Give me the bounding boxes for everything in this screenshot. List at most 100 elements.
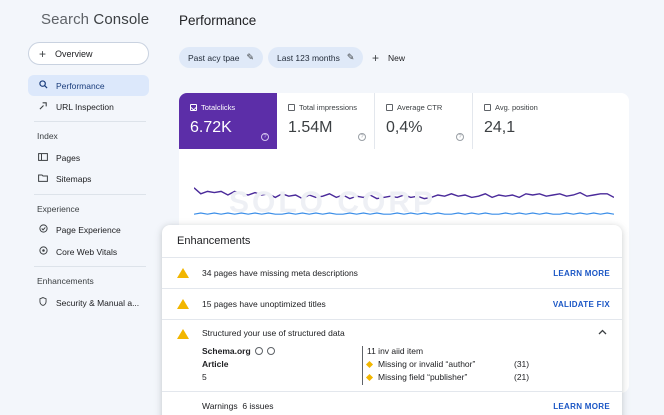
help-icon[interactable]: ? [456,133,464,141]
warnings-row[interactable]: LEARN MORE [162,391,622,415]
sidebar-item-security-manual[interactable]: Security & Manual a... [28,292,149,313]
chevron-up-icon[interactable] [598,327,607,337]
checkbox-icon[interactable] [288,104,295,111]
checkbox-icon[interactable] [386,104,393,111]
issue-item[interactable]: Missing or invalid “author” [365,359,476,369]
filter-chip-search-type[interactable]: Past acy tpae ✎ [179,47,264,68]
warning-diamond-icon [365,373,374,381]
metric-value: 6.72K [190,119,232,136]
issue-text: Missing or invalid “author” [378,359,476,369]
watermark: SOLO CORP [229,186,437,219]
overview-label: Overview [55,48,93,59]
page-experience-icon [37,224,49,235]
overview-button[interactable]: + Overview [28,42,149,65]
edit-pencil-icon: ✎ [246,52,255,62]
warnings-count: 6 issues [242,401,274,411]
issue-count: (31) [514,359,530,369]
help-icon[interactable]: ? [261,133,269,141]
enhancement-text: 34 pages have missing meta descriptions [202,268,358,278]
sidebar-item-label: Security & Manual a... [56,297,140,308]
comment-icon[interactable] [254,347,263,355]
sitemaps-icon [37,174,49,184]
filter-chip-date-range[interactable]: Last 123 months ✎ [268,47,364,68]
section-label-index: Index [37,131,58,141]
issue-count: (21) [514,372,530,382]
article-label: Article [202,359,229,369]
sidebar-item-label: Sitemaps [56,173,92,184]
metric-label: Average CTR [397,103,443,112]
sidebar-item-label: Core Web Vitals [56,246,118,257]
filter-chip-label: Last 123 months [277,52,340,63]
metric-tile-total-clicks[interactable]: Totalclicks 6.72K ? [179,93,277,149]
info-icon[interactable] [266,347,275,355]
brand-word-1: Search [41,11,90,28]
validate-fix-link[interactable]: VALIDATE FIX [552,300,610,309]
schema-org-label: Schema.org [202,346,275,356]
performance-line-chart [194,187,614,215]
enhancements-title: Enhancements [177,235,251,247]
section-label-experience: Experience [37,204,80,214]
search-icon [37,80,49,91]
pages-icon [37,152,49,163]
metric-label: Avg. position [495,103,538,112]
sidebar-item-performance[interactable]: Performance [28,75,149,96]
enhancement-row[interactable]: 15 pages have unoptimized titles VALIDAT… [162,288,622,319]
app-logo[interactable]: Search Console [41,11,149,28]
help-icon[interactable]: ? [358,133,366,141]
divider [34,266,146,267]
warnings-label: Warnings [202,401,238,411]
sidebar-item-page-experience[interactable]: Page Experience [28,219,149,240]
chart-series-line-0 [194,187,614,200]
issue-text: Missing field “publisher” [378,372,468,382]
new-filter-button[interactable]: + New [372,51,405,65]
divider [34,121,146,122]
metric-tile-avg-position[interactable]: Avg. position 24,1 [473,93,571,149]
sidebar-item-sitemaps[interactable]: Sitemaps [28,168,149,189]
invalid-items-count: 11 inv aiid item [367,346,424,356]
sidebar-item-label: Pages [56,152,81,163]
plus-icon: + [372,51,380,65]
sidebar-item-label: URL Inspection [56,101,114,112]
warning-icon [177,268,189,278]
sidebar-item-url-inspection[interactable]: URL Inspection [28,96,149,117]
url-inspection-icon [37,101,49,112]
checkbox-icon[interactable] [190,104,197,111]
enhancements-panel: Enhancements 34 pages have missing meta … [162,225,622,415]
enhancement-text: Structured your use of structured data [202,328,345,338]
metric-tile-total-impressions[interactable]: Total impressions 1.54M ? [277,93,375,149]
metric-value: 24,1 [484,119,516,136]
edit-pencil-icon: ✎ [346,52,355,62]
section-label-enhancements: Enhancements [37,276,94,286]
divider-vertical [362,346,363,385]
sidebar-item-core-web-vitals[interactable]: Core Web Vitals [28,241,149,262]
plus-icon: + [39,46,47,61]
new-filter-label: New [388,53,406,63]
warning-icon [177,299,189,309]
metric-label: Total impressions [299,103,357,112]
metric-value: 1.54M [288,119,333,136]
warning-diamond-icon [365,360,374,368]
article-count: 5 [202,372,207,382]
core-web-vitals-icon [37,246,49,257]
enhancement-row-expanded[interactable]: Structured your use of structured data [162,319,622,389]
sidebar-item-label: Performance [56,80,105,91]
metric-tile-average-ctr[interactable]: Average CTR 0,4% ? [375,93,473,149]
metric-label: Totalclicks [201,103,236,112]
filter-chip-label: Past acy tpae [188,52,240,63]
checkbox-icon[interactable] [484,104,491,111]
learn-more-link[interactable]: LEARN MORE [553,269,610,278]
metric-value: 0,4% [386,119,423,136]
shield-icon [37,297,49,308]
warning-icon [177,329,189,339]
enhancement-row[interactable]: 34 pages have missing meta descriptions … [162,257,622,288]
sidebar-item-pages[interactable]: Pages [28,147,149,168]
sidebar-item-label: Page Experience [56,224,121,235]
schema-name-text: Schema.org [202,346,251,356]
warnings-summary: Warnings 6 issues [202,401,274,411]
chart-series-line-1 [194,212,614,215]
sidebar: Search Console + Overview Performance UR… [0,0,160,415]
learn-more-link[interactable]: LEARN MORE [553,402,610,411]
page-title: Performance [179,13,257,28]
issue-item[interactable]: Missing field “publisher” [365,372,468,382]
divider [34,194,146,195]
